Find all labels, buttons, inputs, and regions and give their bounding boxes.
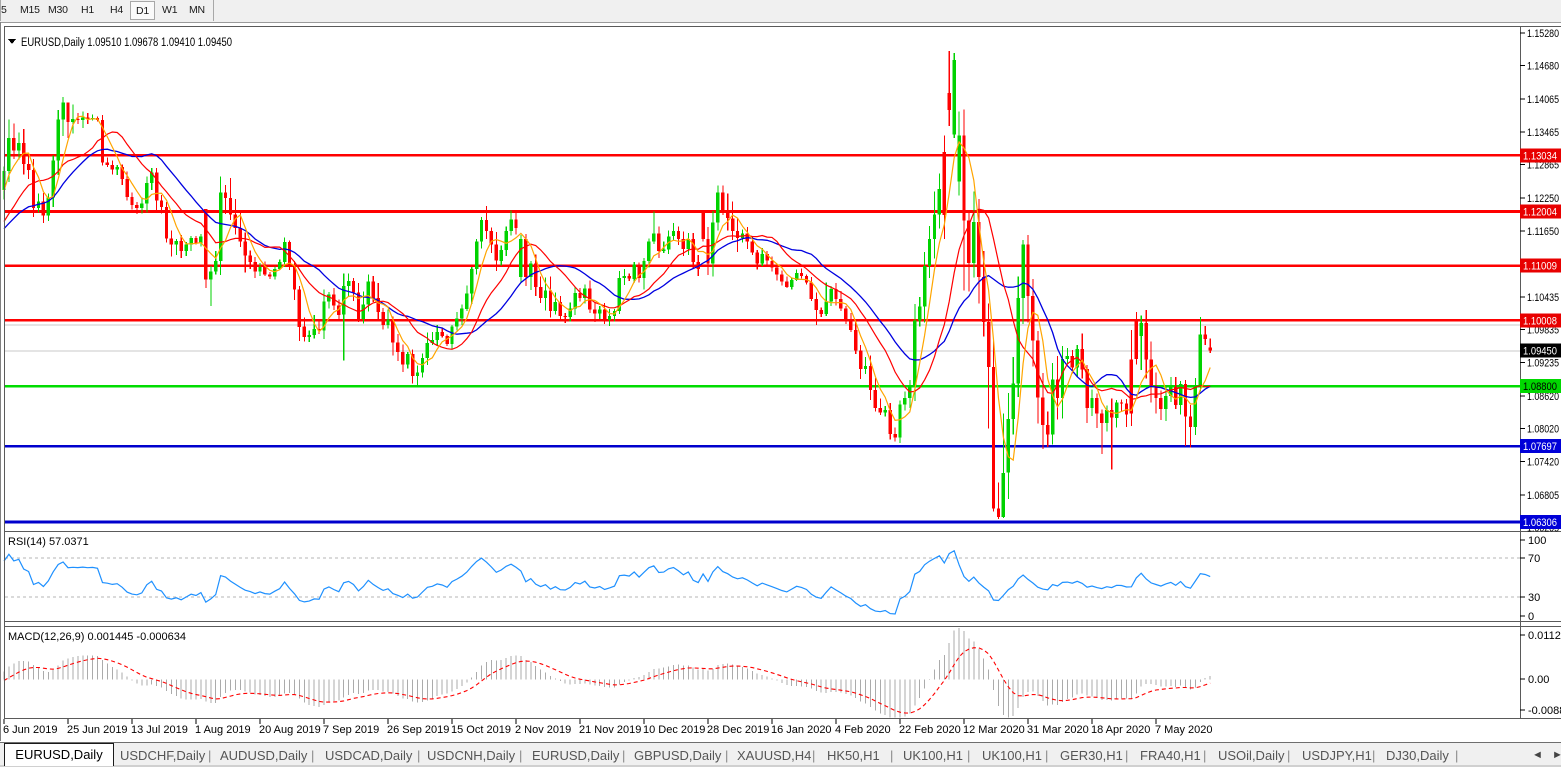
svg-text:26 Sep 2019: 26 Sep 2019 <box>387 724 449 736</box>
svg-text:16 Jan 2020: 16 Jan 2020 <box>771 724 832 736</box>
svg-text:31 Mar 2020: 31 Mar 2020 <box>1027 724 1089 736</box>
svg-text:25 Jun 2019: 25 Jun 2019 <box>67 724 128 736</box>
svg-text:21 Nov 2019: 21 Nov 2019 <box>579 724 641 736</box>
svg-text:1.09235: 1.09235 <box>1527 357 1559 369</box>
svg-text:1.08620: 1.08620 <box>1527 391 1559 403</box>
svg-text:1.12865: 1.12865 <box>1527 160 1559 172</box>
svg-text:2 Nov 2019: 2 Nov 2019 <box>515 724 571 736</box>
svg-text:18 Apr 2020: 18 Apr 2020 <box>1091 724 1150 736</box>
svg-text:EURUSD,Daily 1.09510 1.09678: EURUSD,Daily 1.09510 1.09678 1.09410 1.0… <box>21 37 232 49</box>
svg-text:MACD(12,26,9) 0.001445 -0.0006: MACD(12,26,9) 0.001445 -0.000634 <box>8 631 186 643</box>
svg-text:1.15280: 1.15280 <box>1527 28 1559 40</box>
svg-text:-0.008845: -0.008845 <box>1528 705 1561 717</box>
svg-text:0.011277: 0.011277 <box>1528 630 1561 642</box>
svg-text:1.08020: 1.08020 <box>1527 424 1559 436</box>
svg-text:1 Aug 2019: 1 Aug 2019 <box>195 724 251 736</box>
svg-text:1.14065: 1.14065 <box>1527 94 1559 106</box>
svg-text:7 May 2020: 7 May 2020 <box>1155 724 1212 736</box>
svg-text:0.00: 0.00 <box>1528 674 1549 686</box>
svg-text:1.11650: 1.11650 <box>1527 226 1559 238</box>
svg-text:1.07697: 1.07697 <box>1523 441 1557 453</box>
svg-text:70: 70 <box>1528 553 1540 565</box>
svg-text:1.07420: 1.07420 <box>1527 456 1559 468</box>
svg-text:15 Oct 2019: 15 Oct 2019 <box>451 724 511 736</box>
svg-text:1.06805: 1.06805 <box>1527 490 1559 502</box>
svg-text:1.14680: 1.14680 <box>1527 61 1559 73</box>
svg-text:1.09835: 1.09835 <box>1527 325 1559 337</box>
svg-text:1.13465: 1.13465 <box>1527 127 1559 139</box>
svg-text:1.12250: 1.12250 <box>1527 193 1559 205</box>
svg-text:1.06306: 1.06306 <box>1523 517 1557 529</box>
svg-text:1.12004: 1.12004 <box>1523 207 1557 219</box>
svg-text:7 Sep 2019: 7 Sep 2019 <box>323 724 379 736</box>
svg-text:RSI(14) 57.0371: RSI(14) 57.0371 <box>8 536 89 548</box>
svg-text:4 Feb 2020: 4 Feb 2020 <box>835 724 891 736</box>
svg-text:0: 0 <box>1528 611 1534 623</box>
svg-text:1.13034: 1.13034 <box>1523 150 1557 162</box>
svg-text:10 Dec 2019: 10 Dec 2019 <box>643 724 705 736</box>
svg-text:1.10008: 1.10008 <box>1523 315 1557 327</box>
svg-text:28 Dec 2019: 28 Dec 2019 <box>707 724 769 736</box>
svg-text:30: 30 <box>1528 592 1540 604</box>
svg-text:12 Mar 2020: 12 Mar 2020 <box>963 724 1025 736</box>
svg-text:20 Aug 2019: 20 Aug 2019 <box>259 724 321 736</box>
svg-text:6 Jun 2019: 6 Jun 2019 <box>3 724 57 736</box>
svg-text:1.11009: 1.11009 <box>1523 261 1557 273</box>
svg-text:22 Feb 2020: 22 Feb 2020 <box>899 724 961 736</box>
svg-text:100: 100 <box>1528 535 1546 547</box>
svg-text:13 Jul 2019: 13 Jul 2019 <box>131 724 188 736</box>
svg-text:1.10435: 1.10435 <box>1527 292 1559 304</box>
svg-text:1.09450: 1.09450 <box>1523 346 1557 358</box>
svg-text:1.08800: 1.08800 <box>1523 381 1557 393</box>
